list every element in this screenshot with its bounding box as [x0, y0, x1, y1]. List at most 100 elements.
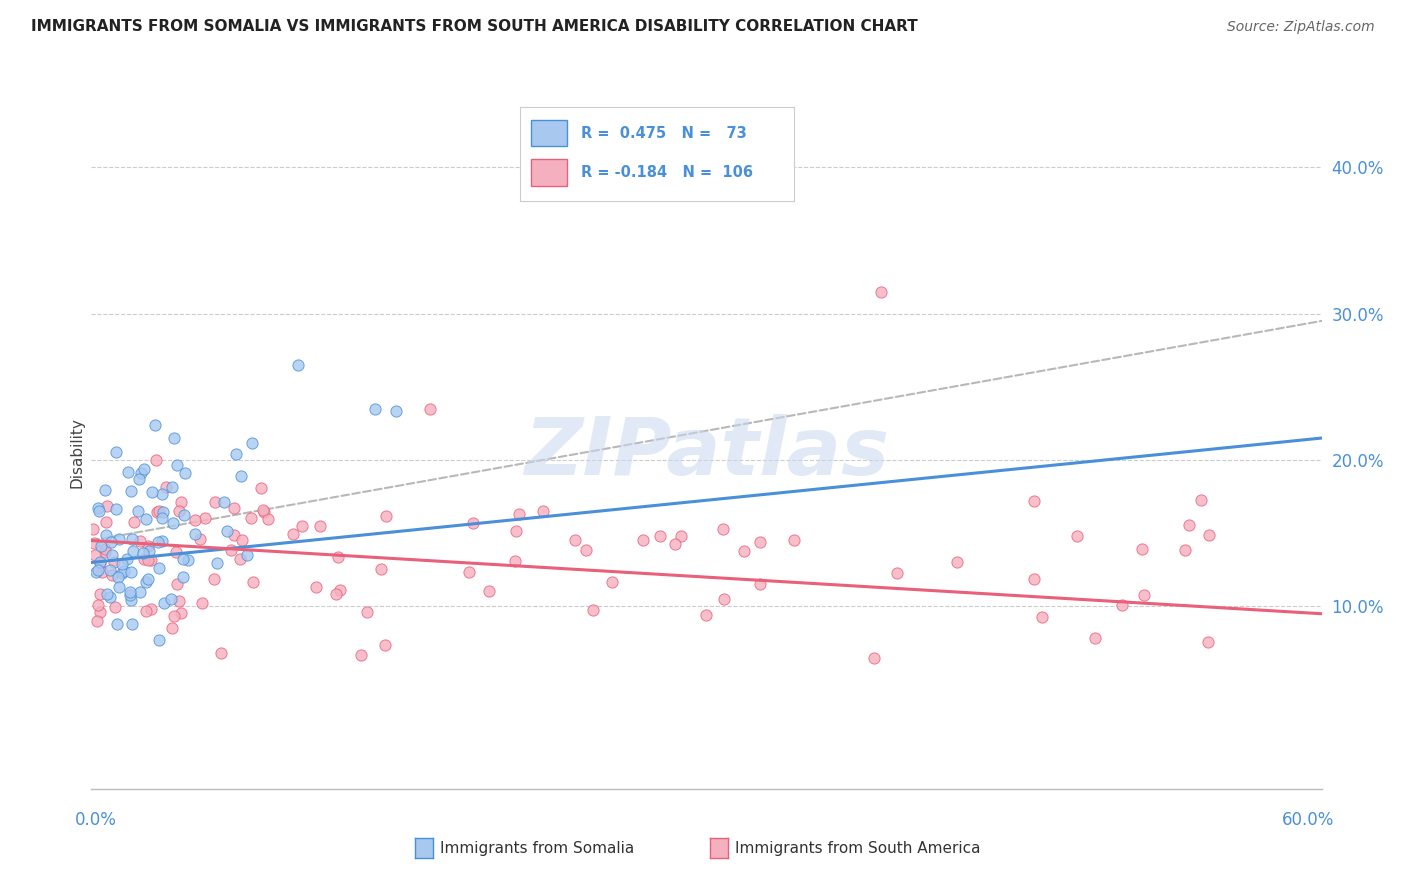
Point [120, 484, 142, 499]
Point [461, 516, 484, 530]
Point [87, 504, 110, 518]
Point [582, 603, 605, 617]
Point [326, 549, 349, 564]
Point [120, 592, 142, 607]
Point [132, 551, 155, 566]
Point [212, 495, 235, 509]
Point [84, 566, 107, 580]
Point [711, 522, 734, 536]
Text: R = -0.184   N =  106: R = -0.184 N = 106 [581, 165, 752, 180]
Point [107, 580, 129, 594]
Point [86, 614, 108, 628]
Bar [531, 120, 567, 146]
Point [217, 524, 239, 538]
Text: Immigrants from South America: Immigrants from South America [735, 841, 981, 855]
Point [162, 608, 184, 623]
Point [287, 358, 309, 372]
Point [112, 564, 135, 578]
Point [94, 483, 117, 497]
Point [225, 447, 247, 461]
Point [139, 602, 162, 616]
Point [129, 584, 152, 599]
Point [148, 503, 170, 517]
Point [748, 576, 770, 591]
Point [290, 519, 312, 533]
Point [128, 472, 150, 486]
Point [150, 533, 173, 548]
Point [253, 505, 276, 519]
Point [325, 587, 347, 601]
Point [135, 512, 157, 526]
Point [103, 555, 125, 569]
Point [135, 575, 157, 590]
Point [221, 543, 243, 558]
Point [129, 534, 152, 549]
Point [384, 404, 406, 418]
Point [1132, 541, 1154, 556]
Point [375, 509, 398, 524]
Point [600, 575, 623, 590]
Point [94, 515, 117, 529]
Point [733, 544, 755, 558]
Point [136, 572, 159, 586]
Point [107, 616, 129, 631]
Point [101, 568, 124, 582]
Point [117, 465, 139, 479]
Point [138, 544, 160, 558]
Point [89, 555, 111, 569]
Point [166, 576, 188, 591]
Point [152, 505, 174, 519]
Point [174, 467, 197, 481]
Point [166, 458, 188, 472]
Point [252, 503, 274, 517]
Point [136, 553, 159, 567]
Point [87, 598, 110, 612]
Point [139, 553, 162, 567]
Point [86, 563, 108, 577]
Point [564, 533, 586, 548]
Text: 60.0%: 60.0% [1281, 811, 1334, 829]
Text: R =  0.475   N =   73: R = 0.475 N = 73 [581, 126, 747, 141]
Point [886, 566, 908, 581]
Point [104, 599, 127, 614]
Point [204, 494, 226, 508]
Point [115, 552, 138, 566]
Point [1178, 518, 1201, 533]
Point [170, 495, 193, 509]
Point [146, 505, 169, 519]
Point [1111, 598, 1133, 612]
Point [1197, 634, 1219, 648]
Text: Immigrants from Somalia: Immigrants from Somalia [440, 841, 634, 855]
Point [152, 596, 174, 610]
Point [457, 565, 479, 579]
Point [374, 638, 396, 652]
Point [249, 481, 271, 495]
Point [141, 485, 163, 500]
Y-axis label: Disability: Disability [69, 417, 84, 488]
Point [121, 616, 143, 631]
Point [96, 500, 118, 514]
Point [1189, 492, 1212, 507]
Point [419, 401, 441, 416]
Point [155, 480, 177, 494]
Point [222, 528, 245, 542]
Point [121, 533, 143, 547]
Point [505, 524, 527, 538]
Point [121, 543, 143, 558]
Point [148, 633, 170, 648]
Point [188, 532, 211, 546]
Point [308, 518, 330, 533]
Point [349, 648, 371, 662]
Point [132, 462, 155, 476]
Point [96, 587, 118, 601]
Point [120, 585, 142, 599]
Point [1198, 528, 1220, 542]
Point [150, 511, 173, 525]
Point [945, 555, 967, 569]
Text: ZIPatlas: ZIPatlas [524, 414, 889, 491]
Point [240, 435, 263, 450]
Point [229, 469, 252, 483]
Point [1022, 572, 1045, 586]
Point [176, 553, 198, 567]
Point [236, 549, 259, 563]
